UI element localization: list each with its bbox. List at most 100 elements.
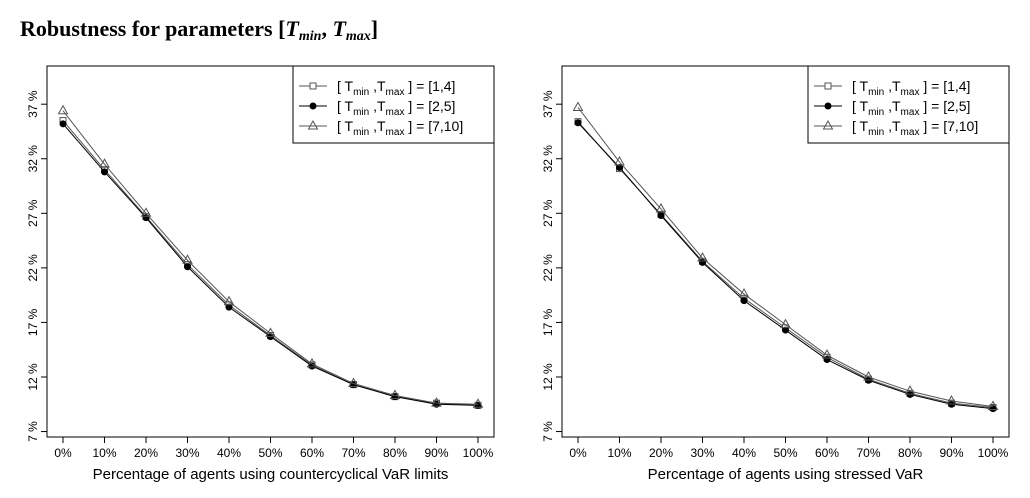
- legend-label-subscript: max: [386, 87, 405, 98]
- point-triangle: [389, 389, 401, 400]
- point-triangle: [306, 357, 318, 368]
- title-t-max: Tmax: [332, 16, 370, 44]
- x-tick-label: 100%: [978, 446, 1009, 460]
- legend-label-subscript: min: [353, 107, 369, 118]
- x-tick-label: 40%: [217, 446, 241, 460]
- point-triangle: [348, 377, 359, 388]
- x-tick-label: 30%: [690, 446, 714, 460]
- point-circle: [101, 168, 108, 176]
- legend-item: [ Tmin ,Tmax ] = [1,4]: [299, 78, 455, 98]
- x-tick-label: 50%: [258, 446, 282, 460]
- series-1: [574, 118, 997, 412]
- x-tick-label: 80%: [383, 446, 407, 460]
- legend-item: [ Tmin ,Tmax ] = [2,5]: [814, 98, 970, 118]
- series-line: [577, 122, 994, 410]
- legend-label-text: ] = [7,10]: [919, 118, 978, 134]
- point-circle: [989, 405, 997, 413]
- legend-item: [ Tmin ,Tmax ] = [7,10]: [299, 118, 463, 138]
- x-tick-label: 10%: [607, 446, 631, 460]
- legend: [ Tmin ,Tmax ] = [1,4][ Tmin ,Tmax ] = […: [292, 65, 495, 144]
- point-triangle: [99, 158, 110, 168]
- series-line: [62, 120, 479, 406]
- point-triangle: [265, 327, 276, 337]
- y-tick-label: 17 %: [541, 308, 555, 336]
- figure-title: Robustness for parameters [Tmin, Tmax]: [20, 16, 378, 45]
- x-tick-label: 30%: [175, 446, 199, 460]
- legend-label-text: [ T: [852, 78, 869, 94]
- legend-label-text: [ T: [852, 118, 869, 134]
- point-circle: [782, 326, 789, 334]
- legend-label-subscript: min: [353, 127, 369, 138]
- legend-label-text: [ T: [337, 98, 354, 114]
- x-tick-label: 50%: [773, 446, 797, 460]
- x-tick-label: 0%: [54, 446, 72, 460]
- series-2: [574, 119, 997, 413]
- legend-label-subscript: min: [868, 107, 884, 118]
- point-triangle: [697, 252, 708, 262]
- legend-item: [ Tmin ,Tmax ] = [2,5]: [299, 98, 455, 118]
- x-tick-label: 20%: [649, 446, 673, 460]
- point-triangle: [863, 370, 874, 381]
- y-tick-label: 17 %: [26, 308, 40, 336]
- point-triangle: [307, 119, 319, 130]
- x-tick-label: 60%: [815, 446, 839, 460]
- legend-label-text: ] = [1,4]: [919, 78, 970, 94]
- legend-label-text: ] = [1,4]: [404, 78, 455, 94]
- x-tick-label: 40%: [732, 446, 756, 460]
- series-3: [572, 101, 999, 410]
- legend-label-text: [ T: [337, 78, 354, 94]
- point-square: [824, 82, 832, 90]
- x-tick-label: 70%: [856, 446, 880, 460]
- legend-label-text: ,T: [884, 98, 901, 114]
- point-circle: [740, 297, 748, 305]
- legend-item: [ Tmin ,Tmax ] = [7,10]: [814, 118, 978, 138]
- x-axis-label: Percentage of agents using countercyclic…: [93, 466, 449, 483]
- point-triangle: [431, 397, 442, 407]
- title-t-min: Tmin: [285, 16, 322, 44]
- point-triangle: [182, 254, 193, 264]
- series-line: [62, 110, 479, 405]
- point-circle: [225, 303, 233, 311]
- legend-label-text: [ T: [337, 118, 354, 134]
- point-circle: [59, 120, 67, 128]
- x-tick-label: 60%: [300, 446, 324, 460]
- y-tick-label: 27 %: [26, 199, 40, 227]
- point-triangle: [780, 318, 791, 329]
- legend-label: [ Tmin ,Tmax ] = [1,4]: [337, 78, 455, 98]
- point-triangle: [822, 119, 834, 130]
- point-square: [309, 82, 317, 90]
- chart-stressed-var: 0% 10% 20% 30% 40% 50% 60% 70% 80% 90% 100% 7 % 12 %…: [541, 65, 1010, 483]
- x-tick-label: 70%: [341, 446, 365, 460]
- legend: [ Tmin ,Tmax ] = [1,4][ Tmin ,Tmax ] = […: [807, 65, 1010, 144]
- point-triangle: [904, 385, 916, 395]
- x-tick-label: 20%: [134, 446, 158, 460]
- legend-label-subscript: max: [901, 107, 920, 118]
- point-triangle: [821, 349, 833, 359]
- point-triangle: [655, 202, 667, 213]
- series-line: [62, 123, 479, 406]
- point-circle: [823, 356, 831, 364]
- legend-label-text: ] = [7,10]: [404, 118, 463, 134]
- y-tick-label: 7 %: [26, 421, 40, 442]
- point-triangle: [614, 156, 625, 166]
- legend-label: [ Tmin ,Tmax ] = [7,10]: [852, 118, 978, 138]
- y-tick-label: 12 %: [26, 363, 40, 391]
- legend-label-subscript: min: [868, 87, 884, 98]
- legend-label-text: ,T: [369, 98, 386, 114]
- title-min-subscript: min: [298, 29, 322, 44]
- x-tick-label: 90%: [939, 446, 963, 460]
- series-line: [577, 107, 994, 407]
- legend-label-text: ,T: [369, 118, 386, 134]
- point-circle: [657, 211, 665, 219]
- chart-countercyclical-var: 0% 10% 20% 30% 40% 50% 60% 70% 80% 90% 100% 7 % 12 %…: [26, 65, 495, 483]
- point-circle: [616, 163, 623, 171]
- title-t-letter: T: [332, 16, 346, 41]
- legend-label-text: ,T: [369, 78, 386, 94]
- legend-label: [ Tmin ,Tmax ] = [1,4]: [852, 78, 970, 98]
- y-tick-label: 22 %: [26, 254, 40, 282]
- x-tick-label: 90%: [424, 446, 448, 460]
- y-tick-label: 32 %: [541, 145, 555, 173]
- legend-label-subscript: max: [386, 107, 405, 118]
- legend-label: [ Tmin ,Tmax ] = [2,5]: [852, 98, 970, 118]
- point-triangle: [987, 400, 999, 410]
